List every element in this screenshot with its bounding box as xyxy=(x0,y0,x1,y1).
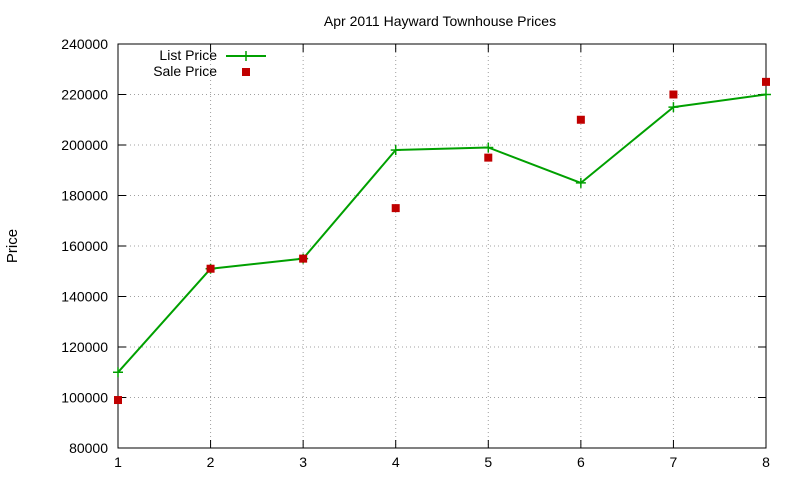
sale-price-point xyxy=(114,396,122,405)
list-price-point xyxy=(575,177,586,188)
sale-price-point xyxy=(669,90,678,99)
x-tick-label: 1 xyxy=(114,454,122,470)
y-tick-label: 100000 xyxy=(61,390,108,406)
legend-marker xyxy=(241,51,251,61)
legend-swatch-sale-price xyxy=(242,68,250,76)
axis-ticks: 80000 100000 120000 140000 160000 180000 20000… xyxy=(61,36,770,470)
x-tick-label: 8 xyxy=(762,454,770,470)
y-tick-label: 240000 xyxy=(61,36,108,52)
sale-price-point xyxy=(299,254,308,263)
x-tick-label: 4 xyxy=(392,454,400,470)
y-tick-label: 80000 xyxy=(69,440,108,456)
sale-price-point xyxy=(206,264,215,273)
y-tick-label: 220000 xyxy=(61,87,108,103)
legend-marker xyxy=(242,68,250,76)
y-tick-label: 200000 xyxy=(61,137,108,153)
grid-lines xyxy=(118,44,766,448)
y-tick-label: 120000 xyxy=(61,339,108,355)
series-layer xyxy=(113,77,771,405)
y-tick-label: 160000 xyxy=(61,238,108,254)
x-tick-label: 7 xyxy=(670,454,678,470)
legend-swatch-list-price xyxy=(226,51,266,61)
x-tick-label: 5 xyxy=(484,454,492,470)
series-line-list-price xyxy=(117,93,767,373)
y-tick-label: 180000 xyxy=(61,188,108,204)
list-price-point xyxy=(483,142,494,153)
list-price-point xyxy=(113,367,123,378)
x-tick-label: 6 xyxy=(577,454,585,470)
legend-label-list-price: List Price xyxy=(159,47,217,63)
sale-price-point xyxy=(762,77,770,86)
list-price-point xyxy=(761,89,771,100)
x-tick-label: 3 xyxy=(299,454,307,470)
list-price-point xyxy=(390,145,401,156)
y-tick-label: 140000 xyxy=(61,289,108,305)
list-price-point xyxy=(668,102,679,113)
sale-price-point xyxy=(484,153,493,162)
legend-label-sale-price: Sale Price xyxy=(153,63,217,79)
sale-price-point xyxy=(576,115,585,124)
sale-price-point xyxy=(391,204,400,213)
x-tick-label: 2 xyxy=(207,454,215,470)
y-axis-title: Price xyxy=(4,229,21,263)
legend: List Price Sale Price xyxy=(153,47,266,79)
chart-title: Apr 2011 Hayward Townhouse Prices xyxy=(324,13,556,29)
